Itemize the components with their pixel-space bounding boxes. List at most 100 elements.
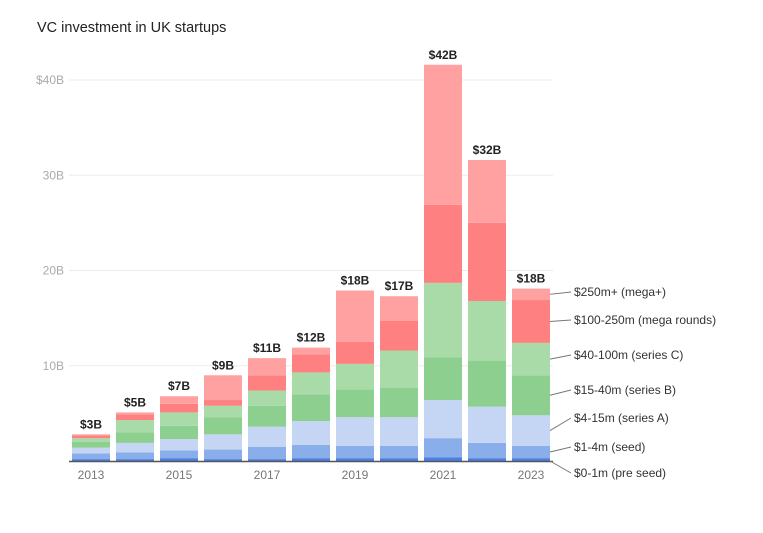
bar-segment	[160, 396, 198, 404]
bar-segment	[512, 458, 550, 461]
total-label: $9B	[212, 358, 234, 372]
bar-segment	[248, 375, 286, 391]
bar-segment	[292, 354, 330, 373]
chart-title: VC investment in UK startups	[37, 20, 227, 36]
bar-segment	[336, 458, 374, 461]
bar-stack-2018	[292, 347, 330, 461]
bar-segment	[116, 412, 154, 415]
y-tick-label: 30B	[43, 168, 64, 182]
bar-stack-2021	[424, 64, 462, 461]
legend-label: $100-250m (mega rounds)	[574, 313, 716, 327]
bar-segment	[204, 459, 242, 461]
bar-segment	[424, 400, 462, 439]
legend-label: $1-4m (seed)	[574, 440, 645, 454]
x-axis: 2013 2015 2017 2019 2021 2023	[69, 460, 553, 482]
y-tick-label: 10B	[43, 359, 64, 373]
bar-segment	[116, 459, 154, 461]
bar-segment	[72, 459, 110, 461]
legend-leader-line	[549, 319, 572, 322]
total-label: $42B	[429, 48, 458, 62]
x-tick-label: 2021	[430, 468, 457, 482]
bar-segment	[512, 342, 550, 376]
bar-segment	[160, 450, 198, 459]
bar-segment	[512, 288, 550, 301]
legend-leader-line	[549, 389, 572, 396]
bar-segment	[424, 282, 462, 358]
bar-segment	[336, 417, 374, 446]
total-labels: $3B $5B $7B $9B $11B $12B $18B $17B $42B $32B $18B	[80, 48, 546, 432]
bar-segment	[292, 372, 330, 395]
legend-leader-line	[549, 417, 572, 431]
bar-segment	[512, 415, 550, 446]
total-label: $17B	[385, 279, 414, 293]
bar-segment	[336, 341, 374, 364]
x-tick-label: 2013	[78, 468, 105, 482]
total-label: $11B	[253, 341, 281, 355]
bar-segment	[116, 452, 154, 460]
bar-stack-2020	[380, 296, 418, 461]
bars	[72, 64, 550, 461]
bar-segment	[204, 400, 242, 406]
bar-segment	[424, 438, 462, 458]
bar-segment	[512, 300, 550, 343]
bar-segment	[336, 389, 374, 418]
legend-label: $15-40m (series B)	[574, 383, 676, 397]
total-label: $32B	[473, 143, 502, 157]
bar-segment	[116, 432, 154, 443]
bar-segment	[336, 363, 374, 390]
bar-stack-2022	[468, 160, 506, 461]
bar-segment	[468, 300, 506, 361]
bar-segment	[380, 296, 418, 321]
bar-segment	[248, 405, 286, 427]
legend-label: $40-100m (series C)	[574, 348, 683, 362]
total-label: $18B	[341, 274, 370, 288]
bar-segment	[160, 439, 198, 451]
bar-segment	[512, 445, 550, 459]
bar-stack-2023	[512, 288, 550, 461]
bar-segment	[468, 458, 506, 461]
bar-segment	[424, 357, 462, 401]
legend-leader-line	[549, 446, 572, 453]
bar-segment	[468, 406, 506, 443]
legend-label: $4-15m (series A)	[574, 411, 669, 425]
bar-segment	[336, 445, 374, 459]
bar-segment	[380, 387, 418, 418]
bar-segment	[380, 350, 418, 388]
bar-segment	[424, 204, 462, 283]
bar-segment	[424, 457, 462, 461]
bar-segment	[72, 438, 110, 442]
bar-segment	[292, 394, 330, 421]
x-tick-label: 2023	[518, 468, 545, 482]
bar-segment	[72, 453, 110, 460]
bar-segment	[380, 445, 418, 459]
bar-segment	[248, 390, 286, 406]
bar-segment	[160, 412, 198, 426]
bar-segment	[380, 320, 418, 351]
bar-segment	[204, 449, 242, 460]
bar-segment	[248, 446, 286, 460]
bar-segment	[116, 420, 154, 433]
bar-segment	[468, 360, 506, 407]
bar-stack-2014	[116, 412, 154, 461]
x-tick-label: 2015	[166, 468, 193, 482]
bar-segment	[512, 375, 550, 416]
bar-segment	[380, 417, 418, 446]
bar-segment	[468, 222, 506, 301]
bar-segment	[292, 458, 330, 461]
bar-segment	[72, 447, 110, 454]
bar-segment	[72, 435, 110, 439]
x-tick-label: 2017	[254, 468, 281, 482]
bar-segment	[292, 347, 330, 355]
bar-segment	[160, 403, 198, 413]
bar-segment	[248, 459, 286, 461]
bar-segment	[468, 160, 506, 223]
bar-segment	[380, 458, 418, 461]
bar-segment	[72, 434, 110, 436]
bar-segment	[336, 290, 374, 342]
bar-segment	[248, 426, 286, 447]
legend-leader-line	[549, 291, 572, 295]
bar-stack-2019	[336, 290, 374, 461]
legend-leader-line	[549, 460, 572, 474]
bar-segment	[204, 405, 242, 418]
